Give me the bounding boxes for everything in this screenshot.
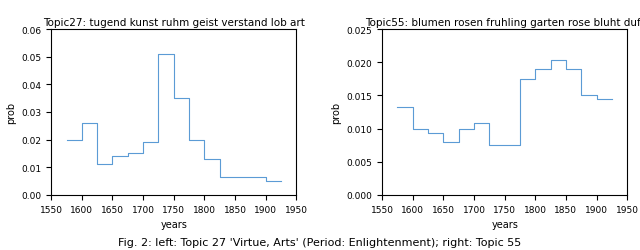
Title: Topic27: tugend kunst ruhm geist verstand lob art: Topic27: tugend kunst ruhm geist verstan…: [43, 18, 305, 28]
Y-axis label: prob: prob: [6, 102, 16, 124]
X-axis label: years: years: [492, 219, 518, 229]
X-axis label: years: years: [160, 219, 187, 229]
Y-axis label: prob: prob: [331, 102, 341, 124]
Text: Fig. 2: left: Topic 27 'Virtue, Arts' (Period: Enlightenment); right: Topic 55: Fig. 2: left: Topic 27 'Virtue, Arts' (P…: [118, 237, 522, 247]
Title: Topic55: blumen rosen fruhling garten rose bluht duft: Topic55: blumen rosen fruhling garten ro…: [365, 18, 640, 28]
